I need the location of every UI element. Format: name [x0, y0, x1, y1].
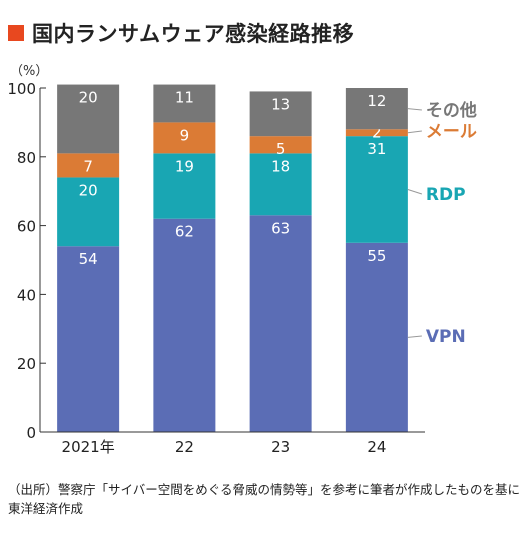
bar-value-label: 55 [367, 247, 386, 265]
bar-value-label: 31 [367, 140, 386, 158]
bar-segment [249, 153, 312, 216]
bars-group: 54 20 7 20 62 19 9 11 63 185 13 55 312 12 [57, 84, 408, 432]
legend-label: メール [426, 122, 477, 142]
y-tick-label: 40 [17, 286, 36, 304]
bar-segment [345, 88, 408, 130]
chart-title: 国内ランサムウェア感染経路推移 [32, 22, 355, 46]
bar-value-label: 9 [180, 126, 190, 144]
bar-segment [153, 122, 216, 154]
legend-label: RDP [426, 185, 466, 205]
bar-segment [57, 84, 120, 154]
bar-segment [153, 84, 216, 123]
source-line-2: 東洋経済作成 [8, 501, 84, 516]
bar-segment [345, 242, 408, 432]
bar-segment [57, 246, 120, 432]
bar-segment [153, 153, 216, 219]
bar-value-label: 7 [83, 157, 93, 175]
bar-value-label: 20 [79, 181, 98, 199]
bar-segment [57, 177, 120, 247]
legend-leader-line [407, 335, 422, 338]
bar-value-label: 20 [79, 89, 98, 107]
y-tick-label: 100 [7, 80, 36, 98]
y-axis-unit-label: （%） [10, 64, 48, 79]
bar-value-label: 13 [271, 95, 290, 113]
source-note: （出所）警察庁「サイバー空間をめぐる脅威の情勢等」を参考に筆者が作成したものを基… [8, 480, 520, 518]
legend-label: VPN [426, 327, 466, 347]
x-tick-label: 2021年 [62, 438, 115, 456]
bar-value-label: 11 [175, 89, 194, 107]
bar-segment [57, 153, 120, 178]
y-axis: 0 20 40 60 80 100 [7, 80, 46, 442]
bar-value-label: 63 [271, 219, 290, 237]
chart-title-row: 国内ランサムウェア感染経路推移 [8, 18, 354, 48]
bar-segment [345, 129, 408, 137]
y-tick-label: 80 [17, 149, 36, 167]
stacked-bar-chart: （%） 0 20 40 60 80 100 54 20 7 20 62 19 9 11 63 185 13 55… [7, 64, 477, 456]
bar-segment [249, 136, 312, 154]
x-axis: 2021年 22 23 24 [40, 431, 425, 456]
bar-segment [345, 136, 408, 243]
bar-value-label: 18 [271, 157, 290, 175]
bar-value-label: 54 [79, 250, 98, 268]
bar-value-label: 5 [276, 140, 286, 158]
y-tick-label: 60 [17, 218, 36, 236]
title-square-icon [8, 25, 24, 41]
x-tick-label: 22 [175, 438, 194, 456]
bar-value-label: 12 [367, 92, 386, 110]
legend-leader-line [407, 130, 422, 134]
source-line-1: （出所）警察庁「サイバー空間をめぐる脅威の情勢等」を参考に筆者が作成したものを基… [8, 482, 520, 497]
legend-leader-line [407, 108, 422, 111]
legend-leader-line [407, 189, 423, 195]
y-tick-label: 20 [17, 355, 36, 373]
y-tick-label: 0 [26, 424, 36, 442]
bar-value-label: 62 [175, 223, 194, 241]
bar-value-label: 19 [175, 157, 194, 175]
x-tick-label: 23 [271, 438, 290, 456]
bar-segment [153, 218, 216, 432]
x-tick-label: 24 [367, 438, 386, 456]
legend-label: その他 [426, 100, 477, 121]
bar-segment [249, 91, 312, 137]
bar-segment [249, 215, 312, 432]
bar-value-label: 2 [372, 124, 382, 142]
